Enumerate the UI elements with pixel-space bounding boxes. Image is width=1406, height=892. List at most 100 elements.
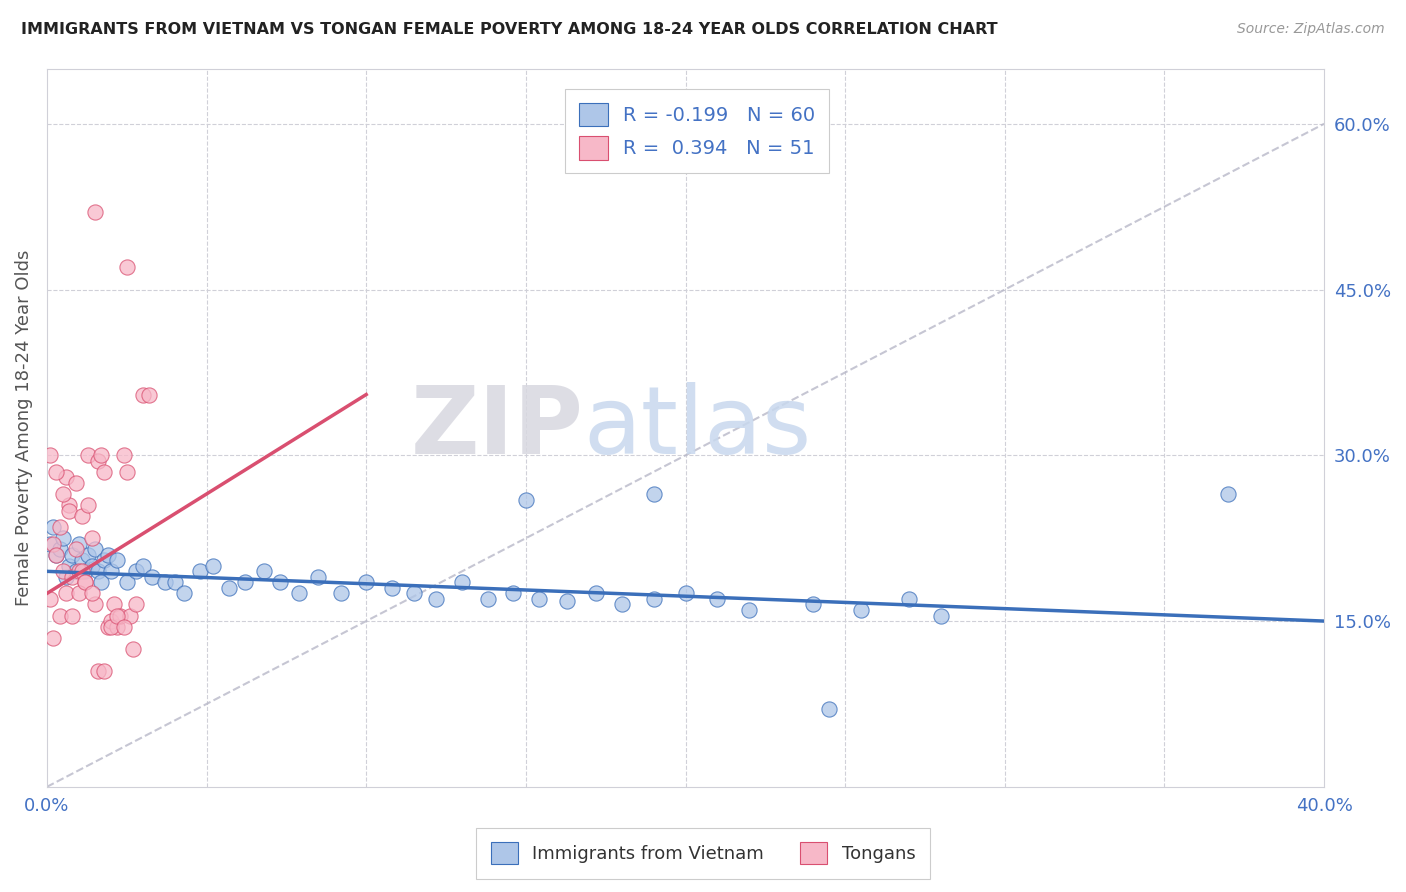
Point: [557, 594, 579, 608]
Point: [55, 470, 77, 484]
Point: [77, 548, 100, 562]
Point: [307, 570, 329, 584]
Point: [801, 598, 824, 612]
Point: [110, 608, 132, 623]
Point: [96, 548, 118, 562]
Point: [610, 598, 633, 612]
Point: [90, 448, 112, 462]
Point: [329, 586, 352, 600]
Point: [39, 591, 62, 606]
Text: Source: ZipAtlas.com: Source: ZipAtlas.com: [1237, 22, 1385, 37]
Point: [75, 575, 97, 590]
Point: [929, 608, 952, 623]
Point: [173, 586, 195, 600]
Point: [67, 537, 90, 551]
Point: [80, 558, 103, 573]
Point: [141, 570, 163, 584]
Point: [45, 465, 67, 479]
Point: [381, 581, 404, 595]
Point: [502, 586, 524, 600]
Text: atlas: atlas: [583, 382, 811, 474]
Point: [93, 553, 115, 567]
Point: [58, 503, 80, 517]
Point: [103, 598, 125, 612]
Point: [201, 558, 224, 573]
Point: [65, 565, 87, 579]
Point: [52, 565, 75, 579]
Point: [404, 586, 426, 600]
Point: [93, 465, 115, 479]
Point: [96, 619, 118, 633]
Point: [80, 531, 103, 545]
Point: [115, 575, 138, 590]
Point: [75, 575, 97, 590]
Point: [218, 581, 240, 595]
Point: [125, 598, 148, 612]
Point: [65, 542, 87, 557]
Point: [100, 614, 122, 628]
Point: [477, 591, 499, 606]
Point: [115, 260, 138, 275]
Point: [1218, 487, 1240, 501]
Point: [62, 548, 84, 562]
Point: [138, 387, 160, 401]
Point: [55, 570, 77, 584]
Point: [62, 570, 84, 584]
Legend: Immigrants from Vietnam, Tongans: Immigrants from Vietnam, Tongans: [477, 828, 929, 879]
Point: [738, 603, 761, 617]
Point: [45, 548, 67, 562]
Point: [233, 575, 256, 590]
Point: [675, 586, 697, 600]
Point: [70, 553, 93, 567]
Point: [131, 558, 153, 573]
Point: [153, 575, 176, 590]
Point: [131, 387, 153, 401]
Point: [122, 641, 145, 656]
Point: [83, 598, 105, 612]
Point: [253, 565, 276, 579]
Point: [42, 631, 65, 645]
Point: [80, 586, 103, 600]
Point: [585, 586, 607, 600]
Point: [100, 619, 122, 633]
Point: [100, 565, 122, 579]
Point: [118, 608, 141, 623]
Point: [58, 498, 80, 512]
Point: [39, 448, 62, 462]
Point: [52, 531, 75, 545]
Point: [706, 591, 728, 606]
Point: [87, 454, 110, 468]
Point: [115, 465, 138, 479]
Point: [52, 487, 75, 501]
Point: [58, 558, 80, 573]
Point: [163, 575, 186, 590]
Point: [849, 603, 872, 617]
Point: [87, 565, 110, 579]
Point: [67, 565, 90, 579]
Point: [105, 619, 128, 633]
Point: [643, 487, 665, 501]
Point: [62, 608, 84, 623]
Point: [90, 575, 112, 590]
Point: [83, 205, 105, 219]
Point: [105, 608, 128, 623]
Point: [87, 664, 110, 678]
Point: [48, 542, 70, 557]
Point: [269, 575, 291, 590]
Point: [527, 591, 550, 606]
Point: [70, 509, 93, 524]
Text: IMMIGRANTS FROM VIETNAM VS TONGAN FEMALE POVERTY AMONG 18-24 YEAR OLDS CORRELATI: IMMIGRANTS FROM VIETNAM VS TONGAN FEMALE…: [21, 22, 998, 37]
Point: [112, 619, 135, 633]
Point: [451, 575, 474, 590]
Point: [65, 475, 87, 490]
Point: [48, 520, 70, 534]
Point: [643, 591, 665, 606]
Text: ZIP: ZIP: [411, 382, 583, 474]
Point: [818, 702, 841, 716]
Point: [67, 586, 90, 600]
Point: [288, 586, 311, 600]
Point: [77, 498, 100, 512]
Point: [354, 575, 377, 590]
Point: [898, 591, 921, 606]
Point: [515, 492, 537, 507]
